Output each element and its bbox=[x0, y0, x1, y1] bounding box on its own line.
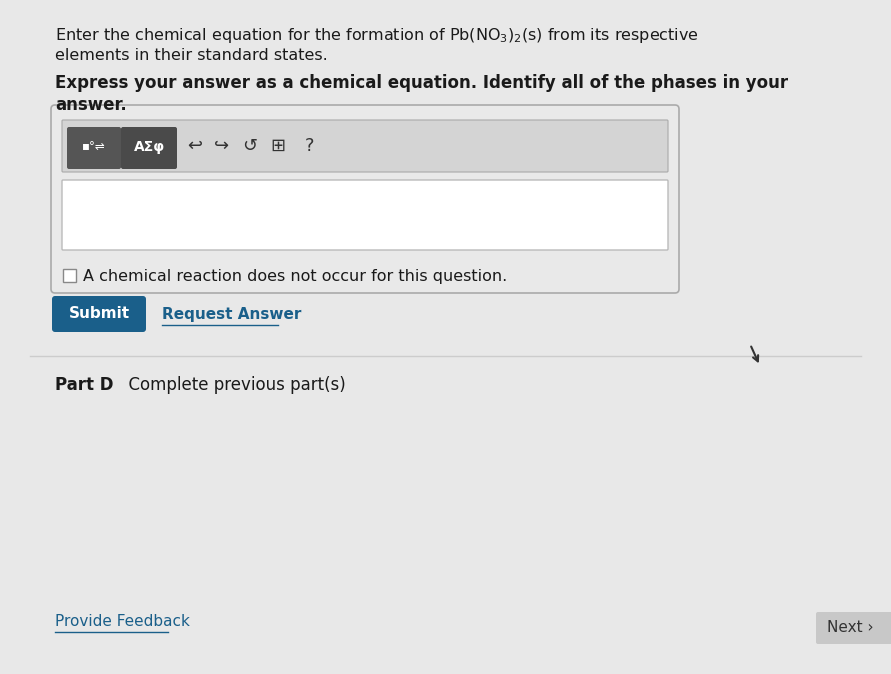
Text: Request Answer: Request Answer bbox=[162, 307, 301, 321]
Text: Next ›: Next › bbox=[827, 621, 873, 636]
Text: Express your answer as a chemical equation. Identify all of the phases in your: Express your answer as a chemical equati… bbox=[55, 74, 789, 92]
Text: Submit: Submit bbox=[69, 307, 129, 321]
FancyBboxPatch shape bbox=[67, 127, 121, 169]
Text: Provide Feedback: Provide Feedback bbox=[55, 615, 190, 630]
Text: ⊞: ⊞ bbox=[271, 137, 285, 155]
Text: elements in their standard states.: elements in their standard states. bbox=[55, 48, 328, 63]
Text: ▪°⇌: ▪°⇌ bbox=[82, 140, 106, 154]
Text: A chemical reaction does not occur for this question.: A chemical reaction does not occur for t… bbox=[83, 268, 507, 284]
Text: answer.: answer. bbox=[55, 96, 127, 114]
FancyBboxPatch shape bbox=[816, 612, 891, 644]
Text: AΣφ: AΣφ bbox=[134, 140, 165, 154]
FancyBboxPatch shape bbox=[121, 127, 177, 169]
Bar bbox=[63, 269, 76, 282]
Text: ↩: ↩ bbox=[187, 137, 202, 155]
Text: Enter the chemical equation for the formation of $\mathrm{Pb(NO_3)_2(s)}$ from i: Enter the chemical equation for the form… bbox=[55, 26, 699, 45]
FancyBboxPatch shape bbox=[51, 105, 679, 293]
FancyBboxPatch shape bbox=[62, 120, 668, 172]
Text: Part D: Part D bbox=[55, 376, 113, 394]
Text: ↪: ↪ bbox=[215, 137, 230, 155]
FancyBboxPatch shape bbox=[62, 180, 668, 250]
FancyBboxPatch shape bbox=[52, 296, 146, 332]
Text: ?: ? bbox=[306, 137, 315, 155]
Text: ↺: ↺ bbox=[242, 137, 257, 155]
Text: Complete previous part(s): Complete previous part(s) bbox=[118, 376, 346, 394]
